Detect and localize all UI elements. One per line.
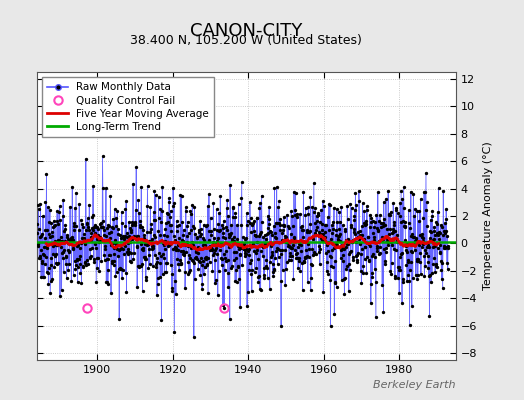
Text: CANON-CITY: CANON-CITY xyxy=(190,22,302,40)
Text: Berkeley Earth: Berkeley Earth xyxy=(374,380,456,390)
Text: 38.400 N, 105.200 W (United States): 38.400 N, 105.200 W (United States) xyxy=(130,34,362,47)
Y-axis label: Temperature Anomaly (°C): Temperature Anomaly (°C) xyxy=(483,142,493,290)
Legend: Raw Monthly Data, Quality Control Fail, Five Year Moving Average, Long-Term Tren: Raw Monthly Data, Quality Control Fail, … xyxy=(42,77,214,137)
